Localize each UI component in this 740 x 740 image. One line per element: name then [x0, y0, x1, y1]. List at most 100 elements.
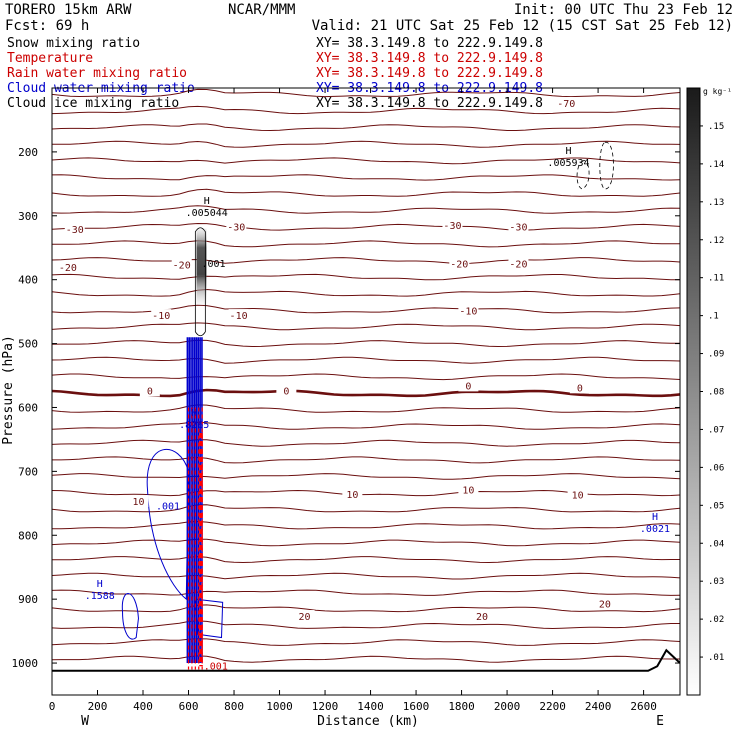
extremum-marker: H — [652, 512, 658, 523]
extremum-value: .005044 — [186, 208, 228, 219]
isotherm-label-bg — [342, 488, 363, 501]
isotherm-line — [52, 620, 680, 630]
legend-xy-0: XY= 38.3.149.8 to 222.9.149.8 — [316, 36, 543, 51]
colorbar-tick-label: .04 — [708, 539, 724, 549]
isotherm-label-bg — [228, 309, 249, 322]
isotherm-label-bg — [171, 258, 192, 271]
x-tick-label: 1400 — [357, 700, 384, 713]
colorbar-tick-label: .13 — [708, 198, 724, 208]
isotherm-label-bg — [64, 222, 85, 235]
forecast-hour: Fcst: 69 h — [5, 18, 89, 34]
terrain-line — [52, 648, 680, 672]
y-tick-label: 500 — [18, 338, 38, 351]
isotherm-label: -10 — [230, 311, 248, 322]
colorbar-tick-label: .11 — [708, 274, 724, 284]
colorbar-tick-label: .14 — [708, 160, 724, 170]
isotherm-line — [52, 473, 680, 480]
isotherm-label: 0 — [147, 387, 153, 398]
cloud-water-contour — [146, 448, 190, 601]
isotherm-line — [52, 439, 680, 447]
valid-time: Valid: 21 UTC Sat 25 Feb 12 (15 CST Sat … — [312, 18, 733, 34]
isotherm-line — [52, 538, 680, 547]
snow-column-shading — [196, 228, 207, 306]
x-tick-label: 1200 — [312, 700, 339, 713]
x-tick-label: 2400 — [585, 700, 612, 713]
isotherm-line — [52, 638, 680, 646]
plot-interior — [52, 88, 680, 672]
colorbar-tick-label: .05 — [708, 501, 724, 511]
isotherm-line — [52, 105, 680, 115]
y-axis-label: Pressure (hPa) — [1, 335, 16, 445]
isotherm-label-bg — [458, 379, 479, 392]
colorbar-ramp — [686, 87, 701, 696]
isotherm-line — [52, 520, 680, 530]
isotherm-label: -70 — [557, 99, 575, 110]
isotherm-label-bg — [556, 96, 577, 109]
isotherm-label-bg — [508, 257, 529, 270]
x-tick-label: 0 — [49, 700, 56, 713]
isotherm-line — [52, 257, 680, 265]
isotherm-label: -30 — [509, 222, 527, 233]
y-tick-label: 600 — [18, 401, 38, 414]
isotherm-line — [52, 356, 680, 364]
center-title: NCAR/MMM — [228, 2, 295, 18]
isotherm-line — [52, 174, 680, 181]
isotherm-line — [52, 304, 680, 314]
isotherm-line — [52, 205, 680, 214]
cloud-ice-contour — [576, 160, 590, 190]
x-axis-left-end: W — [81, 714, 89, 729]
isotherm-line — [52, 288, 680, 297]
legend-label-0: Snow mixing ratio — [7, 36, 140, 51]
isotherm-line — [52, 157, 680, 165]
isotherm-label-bg — [294, 610, 315, 623]
isotherm-label: 20 — [599, 599, 611, 610]
isotherm-label: -30 — [443, 221, 461, 232]
x-tick-label: 800 — [224, 700, 244, 713]
isotherm-label-bg — [594, 597, 615, 610]
isotherm-line — [52, 222, 680, 231]
colorbar-unit: g kg⁻¹ — [703, 87, 732, 96]
axes: 0 200 400 600 800 1000 1200 1400 1600 1800 2000 220… — [12, 88, 680, 713]
isotherm-label-bg — [508, 220, 529, 233]
isotherm-label-bg — [226, 220, 247, 233]
isotherm-label: -20 — [59, 263, 77, 274]
isotherm-line — [52, 404, 680, 413]
isotherm-label-bg — [472, 610, 493, 623]
x-tick-label: 600 — [179, 700, 199, 713]
isotherm-label: -30 — [227, 222, 245, 233]
cloud-ice-contour — [599, 141, 614, 190]
plot-frame — [51, 87, 681, 696]
isotherm-label: 20 — [476, 612, 488, 623]
isotherm-label: -20 — [509, 259, 527, 270]
isotherm-line — [52, 421, 680, 430]
isotherm-label: 0 — [465, 381, 471, 392]
extremum-marker: H — [191, 408, 197, 419]
isotherm-label: 10 — [132, 497, 144, 508]
extremum-marker: H — [204, 196, 210, 207]
init-time: Init: 00 UTC Thu 23 Feb 12 — [514, 2, 733, 18]
isotherm-label: 0 — [577, 383, 583, 394]
temperature-isotherms — [52, 88, 680, 663]
isotherm-line — [52, 655, 680, 663]
colorbar-tick-label: .02 — [708, 615, 724, 625]
contour-labels: -70 -30 -30 -30 -30 -20 -20 -20 -20 -10 -10 -10 0 0 0 0… — [57, 96, 670, 672]
colorbar-tick-label: .09 — [708, 350, 724, 360]
y-tick-label: 800 — [18, 529, 38, 542]
extremum-value: .001 — [204, 661, 228, 672]
isotherm-label: 10 — [462, 486, 474, 497]
legend-label-1: Temperature — [7, 51, 93, 66]
x-tick-label: 400 — [133, 700, 153, 713]
isotherm-label-bg — [458, 483, 479, 496]
y-tick-label: 900 — [18, 593, 38, 606]
extremum-value: .001 — [202, 259, 226, 270]
legend-xy-1: XY= 38.3.149.8 to 222.9.149.8 — [316, 51, 543, 66]
isotherm-line — [52, 504, 680, 513]
legend-xy-4: XY= 38.3.149.8 to 222.9.149.8 — [316, 96, 543, 111]
isotherm-label-bg — [569, 381, 590, 394]
isotherm-label-bg — [151, 309, 172, 322]
y-tick-label: 1000 — [12, 657, 39, 670]
isotherm-line — [52, 339, 680, 348]
isotherm-label: 20 — [299, 612, 311, 623]
colorbar: g kg⁻¹ .01 .02 .03 .04 .05 .06 .07 .08 .09 .1 .11.… — [686, 87, 732, 696]
